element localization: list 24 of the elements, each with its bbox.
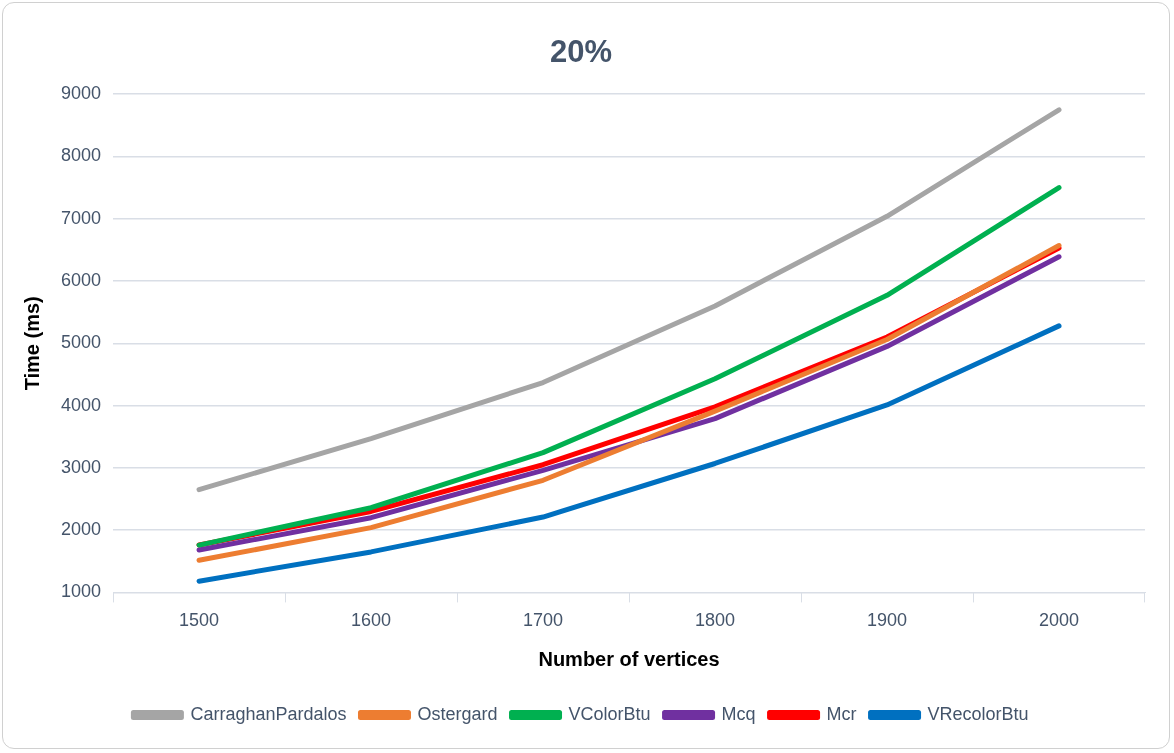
y-axis-title: Time (ms) — [20, 296, 43, 391]
y-tick-label: 9000 — [61, 83, 102, 104]
legend-label: Mcr — [826, 703, 857, 724]
x-tick-label: 1600 — [351, 610, 392, 631]
y-tick-label: 4000 — [61, 394, 102, 415]
x-tick-label: 1800 — [694, 610, 736, 631]
legend-label: VRecolorBtu — [927, 703, 1029, 724]
chart-title: 20% — [549, 34, 613, 70]
y-tick-label: 1000 — [61, 581, 102, 602]
y-tick-label: 5000 — [61, 332, 102, 353]
legend-label: CarraghanPardalos — [190, 703, 347, 724]
legend-label: VColorBtu — [568, 703, 651, 724]
y-tick-label: 3000 — [61, 456, 102, 477]
x-tick-label: 1900 — [866, 610, 908, 631]
y-tick-label: 2000 — [61, 519, 102, 540]
x-tick-label: 1500 — [179, 610, 220, 631]
y-tick-label: 7000 — [61, 207, 102, 228]
x-tick-label: 2000 — [1038, 610, 1080, 631]
x-axis-title: Number of vertices — [538, 647, 720, 670]
legend-label: Mcq — [721, 703, 756, 724]
y-tick-label: 8000 — [61, 145, 102, 166]
y-tick-label: 6000 — [61, 269, 102, 290]
legend-label: Ostergard — [417, 703, 498, 724]
x-tick-label: 1700 — [523, 610, 564, 631]
